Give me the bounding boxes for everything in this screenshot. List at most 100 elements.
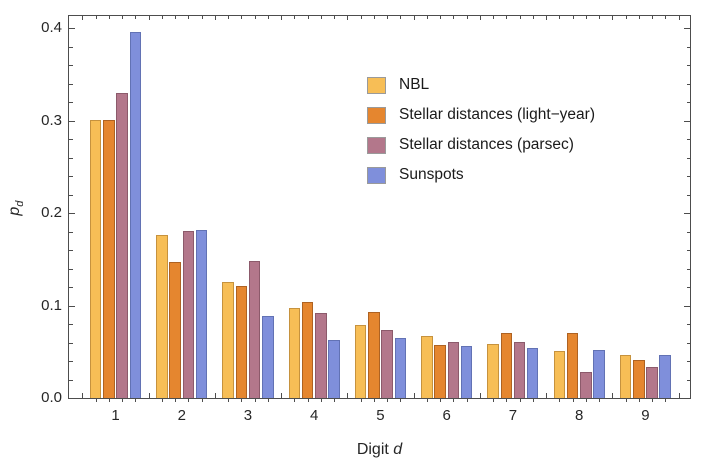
- y-axis-title-sub: d: [14, 200, 27, 207]
- legend-swatch-stellar-distances-light-year: [367, 106, 386, 124]
- x-minor-tick-bottom: [135, 399, 137, 402]
- x-major-tick-top: [82, 16, 84, 20]
- x-minor-tick-top: [598, 16, 600, 19]
- x-minor-tick-bottom: [294, 399, 296, 402]
- x-minor-tick-bottom: [334, 399, 336, 402]
- x-minor-tick-bottom: [254, 399, 256, 402]
- bar-sunspots-digit-7: [526, 348, 539, 398]
- x-tick-label-digit-2: 2: [177, 407, 186, 424]
- bar-nbl-digit-2: [156, 235, 168, 398]
- bar-stellar-distances-parsec-digit-4: [315, 313, 327, 398]
- x-minor-tick-bottom: [466, 399, 468, 402]
- bar-sunspots-digit-6: [460, 346, 473, 398]
- x-minor-tick-top: [228, 16, 230, 19]
- legend-label-stellar-distances-light-year: Stellar distances (light−year): [399, 106, 595, 123]
- x-minor-tick-top: [559, 16, 561, 19]
- legend-item-sunspots: Sunspots: [367, 160, 595, 190]
- bar-stellar-distances-parsec-digit-2: [182, 231, 195, 398]
- legend-swatch-nbl: [367, 76, 386, 94]
- x-minor-tick-bottom: [360, 399, 362, 402]
- x-tick-label-digit-8: 8: [575, 407, 584, 424]
- bar-sunspots-digit-8: [593, 350, 605, 398]
- bar-stellar-distances-light-year-digit-1: [103, 120, 115, 398]
- bar-nbl-digit-6: [421, 336, 433, 398]
- legend-swatch-sunspots: [367, 166, 386, 184]
- x-minor-tick-top: [638, 16, 640, 19]
- y-axis-title: pd: [6, 178, 26, 238]
- y-major-tick-right: [684, 28, 690, 29]
- x-minor-tick-top: [307, 16, 309, 19]
- bar-nbl-digit-9: [619, 355, 632, 398]
- bar-stellar-distances-parsec-digit-7: [513, 342, 526, 398]
- y-minor-tick-right: [686, 139, 690, 140]
- x-minor-tick-top: [387, 16, 389, 19]
- x-major-tick-top: [612, 16, 614, 20]
- x-minor-tick-bottom: [188, 399, 190, 402]
- y-minor-tick-left: [69, 83, 73, 85]
- bar-stellar-distances-light-year-digit-3: [235, 286, 248, 398]
- x-major-tick-bottom: [546, 393, 548, 398]
- x-minor-tick-top: [320, 16, 322, 19]
- y-major-tick-left: [69, 120, 75, 122]
- x-minor-tick-bottom: [493, 399, 495, 402]
- legend-label-sunspots: Sunspots: [399, 166, 464, 183]
- y-minor-tick-right: [686, 324, 690, 325]
- bar-stellar-distances-light-year-digit-4: [301, 302, 314, 398]
- x-minor-tick-top: [585, 16, 587, 19]
- x-major-tick-top: [148, 16, 150, 20]
- legend-item-stellar-distances-light-year: Stellar distances (light−year): [367, 100, 595, 130]
- x-minor-tick-bottom: [320, 399, 322, 402]
- x-minor-tick-top: [572, 16, 574, 19]
- y-minor-tick-left: [69, 342, 73, 344]
- legend-label-stellar-distances-parsec: Stellar distances (parsec): [399, 136, 574, 153]
- x-minor-tick-top: [334, 16, 336, 19]
- x-axis-title: Digit d: [68, 441, 691, 459]
- y-major-tick-right: [684, 305, 690, 307]
- x-major-tick-top: [546, 16, 548, 20]
- plot-frame: [68, 15, 691, 399]
- y-minor-tick-left: [69, 361, 73, 362]
- x-minor-tick-bottom: [201, 399, 203, 402]
- x-minor-tick-top: [254, 16, 256, 19]
- chart-legend: NBL Stellar distances (light−year) Stellar…: [367, 70, 595, 190]
- y-major-tick-right: [684, 213, 690, 214]
- x-axis-title-var: d: [393, 441, 403, 458]
- x-axis-title-text: Digit: [356, 441, 389, 458]
- legend-label-nbl: NBL: [399, 76, 430, 93]
- y-tick-label-0.3: 0.3: [41, 111, 62, 129]
- x-minor-tick-top: [506, 16, 508, 19]
- x-minor-tick-bottom: [625, 399, 627, 402]
- bar-stellar-distances-parsec-digit-6: [447, 342, 460, 398]
- x-minor-tick-bottom: [175, 399, 177, 402]
- x-major-tick-bottom: [479, 393, 481, 398]
- x-minor-tick-top: [440, 16, 442, 19]
- y-minor-tick-left: [69, 157, 73, 159]
- y-minor-tick-right: [686, 46, 690, 48]
- x-minor-tick-top: [175, 16, 177, 19]
- bar-sunspots-digit-2: [195, 230, 208, 398]
- legend-swatch-stellar-distances-parsec: [367, 136, 386, 154]
- y-tick-label-0.2: 0.2: [41, 204, 62, 221]
- y-minor-tick-right: [686, 231, 690, 233]
- y-minor-tick-left: [69, 379, 73, 381]
- y-major-tick-left: [69, 213, 75, 214]
- x-minor-tick-bottom: [373, 399, 375, 402]
- x-minor-tick-bottom: [95, 399, 97, 402]
- x-major-tick-bottom: [82, 393, 84, 398]
- y-minor-tick-right: [686, 176, 690, 177]
- y-minor-tick-right: [686, 268, 690, 270]
- bar-stellar-distances-light-year-digit-5: [368, 312, 380, 398]
- x-major-tick-top: [214, 16, 216, 20]
- y-tick-label-0.0: 0.0: [41, 389, 62, 406]
- x-minor-tick-top: [108, 16, 110, 19]
- bar-stellar-distances-light-year-digit-6: [434, 345, 446, 398]
- x-major-tick-bottom: [214, 393, 216, 398]
- bar-nbl-digit-1: [89, 120, 102, 398]
- x-minor-tick-bottom: [585, 399, 587, 402]
- bar-sunspots-digit-3: [262, 316, 274, 398]
- bar-stellar-distances-parsec-digit-3: [248, 261, 261, 398]
- x-minor-tick-bottom: [228, 399, 230, 402]
- y-minor-tick-left: [69, 65, 73, 66]
- bar-stellar-distances-parsec-digit-1: [116, 93, 128, 398]
